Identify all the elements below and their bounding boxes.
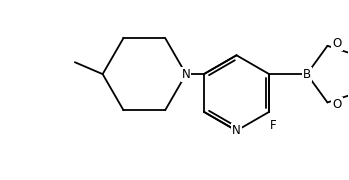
Text: O: O [332,98,342,111]
Text: B: B [303,68,311,81]
Text: N: N [232,124,241,137]
Text: O: O [332,37,342,50]
Text: N: N [181,68,190,81]
Text: F: F [270,119,276,132]
